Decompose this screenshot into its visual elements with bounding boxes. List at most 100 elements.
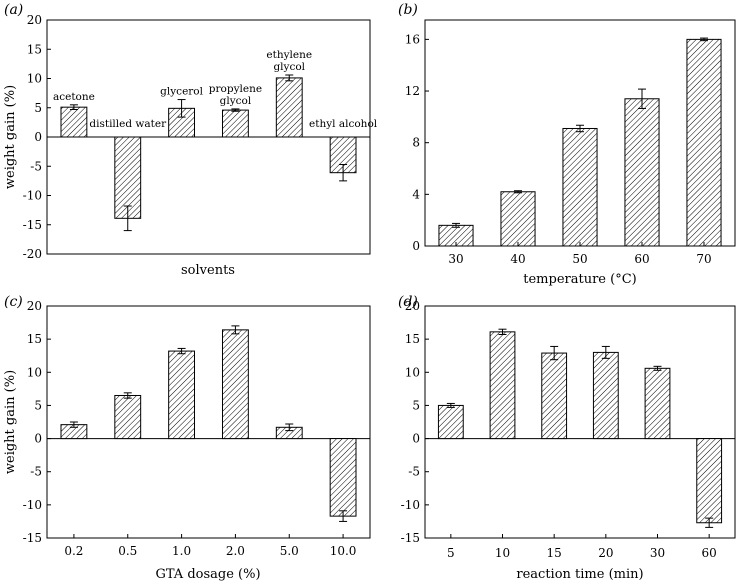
panel-c-yticks: -15 -10 -5 0 5 10 15 20 [23,299,51,545]
ytick-label: 5 [34,101,42,115]
ytick-label: 0 [34,130,42,144]
error-bar [177,347,186,355]
error-bar [285,423,294,432]
panel-c-bars [60,325,357,522]
ytick-label: 0 [412,239,420,253]
error-bar [231,108,240,112]
bar-1-0 [168,350,196,440]
error-bar [446,402,455,408]
category-label: acetone [53,91,95,103]
ytick-label: -15 [23,531,42,545]
xtick-label: 1.0 [172,544,191,558]
ytick-label: -10 [401,498,420,512]
panel-d-letter: (d) [398,294,418,310]
panel-b-xlabel: temperature (°C) [523,272,636,287]
ytick-label: 0 [34,432,42,446]
ytick-label: 10 [27,365,42,379]
ytick-label: -10 [23,189,42,203]
ytick-label: 5 [412,398,420,412]
category-label: ethyl alcohol [309,118,378,130]
panel-a-xlabel: solvents [181,263,235,278]
bar-2-0 [221,329,249,440]
ytick-label: 15 [27,332,42,346]
bar-distilled-water [114,136,142,219]
xtick-label: 30 [448,252,463,266]
panel-c-ylabel: weight gain (%) [3,370,18,474]
panel-a-category-labels: acetone distilled water glycerol propylene g… [53,49,378,130]
ytick-label: 10 [27,72,42,86]
panel-c-xticks: 0.2 0.5 1.0 2.0 5.0 10.0 [64,534,356,558]
xtick-label: 10 [495,546,510,560]
panel-d-xticks: 5 10 15 20 30 60 [447,534,717,560]
panel-a-bars [60,74,357,232]
ytick-label: -20 [23,247,42,261]
error-bar [576,124,584,133]
error-bar [69,104,78,111]
panel-b-bars [438,37,722,247]
xtick-label: 20 [598,546,613,560]
xtick-label: 2.0 [226,544,245,558]
ytick-label: -5 [408,465,420,479]
ytick-label: 20 [405,299,420,313]
ytick-label: -5 [30,159,42,173]
bar-60 [696,438,723,524]
error-bar [123,392,132,399]
panel-a-ylabel: weight gain (%) [3,85,18,189]
ytick-label: -10 [23,498,42,512]
panel-b-xticks: 30 40 50 60 70 [448,242,712,266]
xtick-label: 60 [702,546,717,560]
error-bar [638,88,646,109]
ytick-label: 5 [34,398,42,412]
panel-d-bars [437,328,723,528]
category-label: propylene glycol [209,83,262,107]
panel-d-plot-frame [424,305,736,539]
error-bar [123,205,132,232]
bar-20 [592,351,619,440]
error-bar [452,222,460,228]
panel-c: (c) -15 -10 -5 0 5 10 15 20 0.2 0.5 1.0 2.0 5.0 10.0… [3,294,371,582]
ytick-label: -15 [23,218,42,232]
bar-60 [624,98,660,247]
xtick-label: 60 [634,252,649,266]
xtick-label: 70 [696,252,711,266]
panel-c-plot-frame [46,305,371,539]
bar-5 [437,404,464,440]
panel-c-xlabel: GTA dosage (%) [155,567,260,582]
bar-15 [541,352,568,440]
bar-propylene-glycol [221,109,249,138]
ytick-label: -15 [401,531,420,545]
panel-d-xlabel: reaction time (min) [516,567,643,582]
ytick-label: 8 [412,136,420,150]
xtick-label: 50 [572,252,587,266]
error-bar [550,345,559,361]
panel-a-letter: (a) [4,2,23,18]
xtick-label: 0.5 [118,544,137,558]
error-bar [339,510,348,522]
bar-ethylene-glycol [275,77,303,138]
panel-c-letter: (c) [4,294,23,310]
error-bar [653,365,662,371]
panel-b-letter: (b) [398,2,418,18]
panel-d-yticks: -15 -10 -5 0 5 10 15 20 [401,299,429,545]
xtick-label: 5.0 [280,544,299,558]
error-bar [177,99,186,118]
ytick-label: 4 [412,187,420,201]
category-label: ethylene glycol [266,49,312,73]
panel-a-yticks: -20 -15 -10 -5 0 5 10 15 20 [23,13,51,261]
ytick-label: 20 [27,13,42,27]
category-label: distilled water [89,118,167,130]
error-bar [69,421,78,428]
panel-a: (a) -20 -15 -10 -5 0 5 10 15 20 acetone distilled… [3,2,378,278]
error-bar [285,74,294,82]
bar-10 [489,331,516,440]
error-bar [601,345,610,359]
panel-d: (d) -15 -10 -5 0 5 10 15 20 5 10 15 20 30 60 reactio… [398,294,736,582]
xtick-label: 15 [547,546,562,560]
bar-40 [500,191,536,247]
ytick-label: 0 [412,432,420,446]
error-bar [339,163,348,182]
xtick-label: 40 [510,252,525,266]
ytick-label: 12 [405,84,420,98]
xtick-label: 10.0 [330,544,357,558]
